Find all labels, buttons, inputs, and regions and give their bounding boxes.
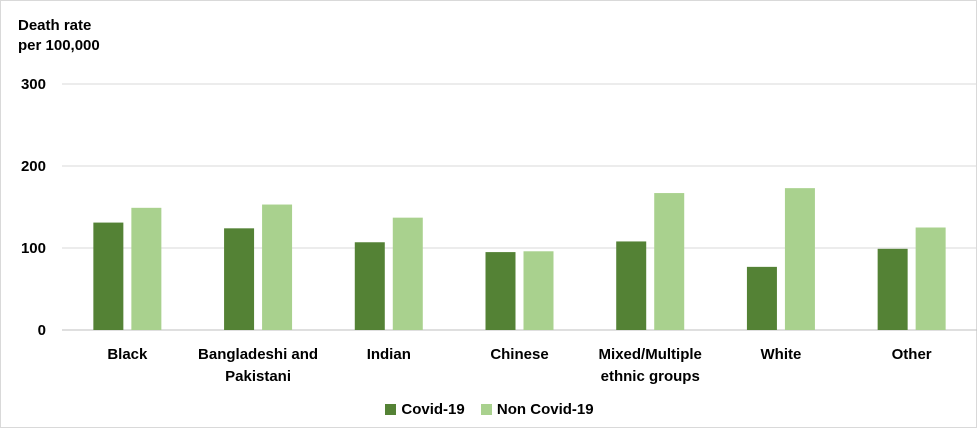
legend-swatch-non-covid <box>480 404 492 415</box>
x-category-label-4: Mixed/Multiple ethnic groups <box>599 346 702 385</box>
x-category-label-5: White <box>761 346 802 363</box>
legend-item-covid: Covid-19 <box>385 401 465 418</box>
legend-swatch-covid <box>385 404 397 415</box>
bar-covid-0 <box>93 222 124 330</box>
bar-covid-3 <box>485 252 516 330</box>
bar-non-covid-2 <box>392 217 423 330</box>
bar-non-covid-4 <box>654 193 685 330</box>
legend: Covid-19 Non Covid-19 <box>0 401 979 419</box>
x-category-label-1: Bangladeshi and Pakistani <box>198 346 318 385</box>
bar-covid-2 <box>354 242 385 330</box>
legend-label-covid: Covid-19 <box>401 401 465 418</box>
x-category-label-0: Black <box>107 346 148 363</box>
y-tick-label-100: 100 <box>21 240 46 257</box>
bar-non-covid-6 <box>915 227 946 330</box>
bar-covid-4 <box>616 241 647 330</box>
bar-covid-5 <box>746 266 777 330</box>
bar-non-covid-1 <box>262 204 293 330</box>
y-tick-label-0: 0 <box>38 322 46 339</box>
bar-covid-6 <box>877 248 908 330</box>
x-category-label-2: Indian <box>367 346 411 363</box>
bar-non-covid-0 <box>131 207 162 330</box>
x-category-label-6: Other <box>892 346 932 363</box>
bar-covid-1 <box>224 228 255 330</box>
bar-chart: 0 100 200 300 Black Bangladeshi and Pakistani I… <box>21 76 977 385</box>
legend-item-non-covid: Non Covid-19 <box>480 401 594 418</box>
y-axis-label: Death rate per 100,000 <box>18 16 100 56</box>
bar-non-covid-3 <box>523 251 554 330</box>
y-axis-label-line-1: Death rate <box>18 17 92 34</box>
y-tick-label-200: 200 <box>21 158 46 175</box>
y-tick-label-300: 300 <box>21 76 46 93</box>
y-axis-label-line-2: per 100,000 <box>18 37 100 54</box>
x-category-label-3: Chinese <box>490 346 548 363</box>
bar-non-covid-5 <box>784 188 815 330</box>
legend-label-non-covid: Non Covid-19 <box>496 401 594 418</box>
